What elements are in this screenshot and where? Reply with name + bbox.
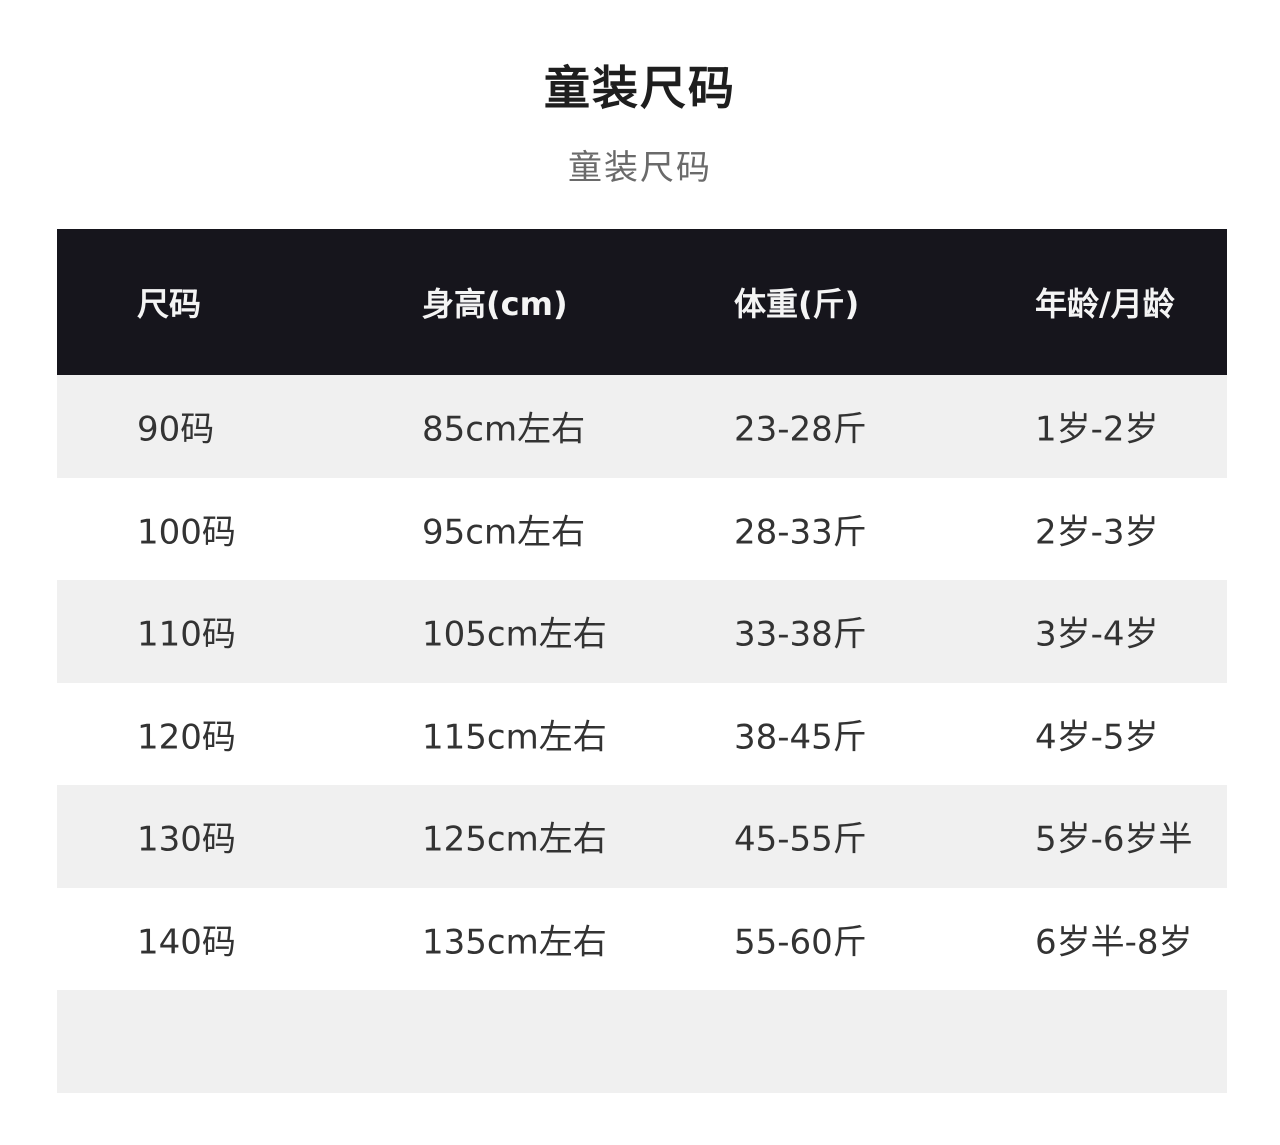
cell-size: 130码 [137,819,236,860]
cell-age: 3岁-4岁 [1035,614,1159,655]
cell-height: 95cm左右 [422,512,586,553]
cell-weight: 55-60斤 [734,922,867,963]
cell-age: 1岁-2岁 [1035,409,1159,450]
cell-height: 105cm左右 [422,614,607,655]
cell-age: 6岁半-8岁 [1035,922,1193,963]
cell-size: 140码 [137,922,236,963]
cell-weight: 45-55斤 [734,819,867,860]
cell-age: 4岁-5岁 [1035,717,1159,758]
size-table: 尺码 身高(cm) 体重(斤) 年龄/月龄 90码 85cm左右 23-28斤 1岁-… [57,229,1227,1093]
cell-weight: 38-45斤 [734,717,867,758]
cell-weight: 23-28斤 [734,409,867,450]
header-weight: 体重(斤) [734,285,860,323]
cell-weight: 33-38斤 [734,614,867,655]
table-row-empty [57,990,1227,1093]
table-row: 100码 95cm左右 28-33斤 2岁-3岁 [57,478,1227,581]
cell-size: 100码 [137,512,236,553]
header-age: 年龄/月龄 [1035,285,1175,323]
page-subtitle: 童装尺码 [568,148,712,188]
cell-size: 110码 [137,614,236,655]
cell-size: 90码 [137,409,215,450]
cell-height: 85cm左右 [422,409,586,450]
cell-weight: 28-33斤 [734,512,867,553]
table-row: 140码 135cm左右 55-60斤 6岁半-8岁 [57,888,1227,991]
cell-height: 115cm左右 [422,717,607,758]
cell-age: 5岁-6岁半 [1035,819,1193,860]
cell-height: 125cm左右 [422,819,607,860]
page-title: 童装尺码 [544,61,736,115]
cell-height: 135cm左右 [422,922,607,963]
cell-size: 120码 [137,717,236,758]
table-row: 90码 85cm左右 23-28斤 1岁-2岁 [57,375,1227,478]
header-height: 身高(cm) [422,285,568,323]
cell-age: 2岁-3岁 [1035,512,1159,553]
table-row: 120码 115cm左右 38-45斤 4岁-5岁 [57,683,1227,786]
table-header: 尺码 身高(cm) 体重(斤) 年龄/月龄 [57,229,1227,375]
table-row: 130码 125cm左右 45-55斤 5岁-6岁半 [57,785,1227,888]
table-row: 110码 105cm左右 33-38斤 3岁-4岁 [57,580,1227,683]
header-size: 尺码 [137,285,202,323]
